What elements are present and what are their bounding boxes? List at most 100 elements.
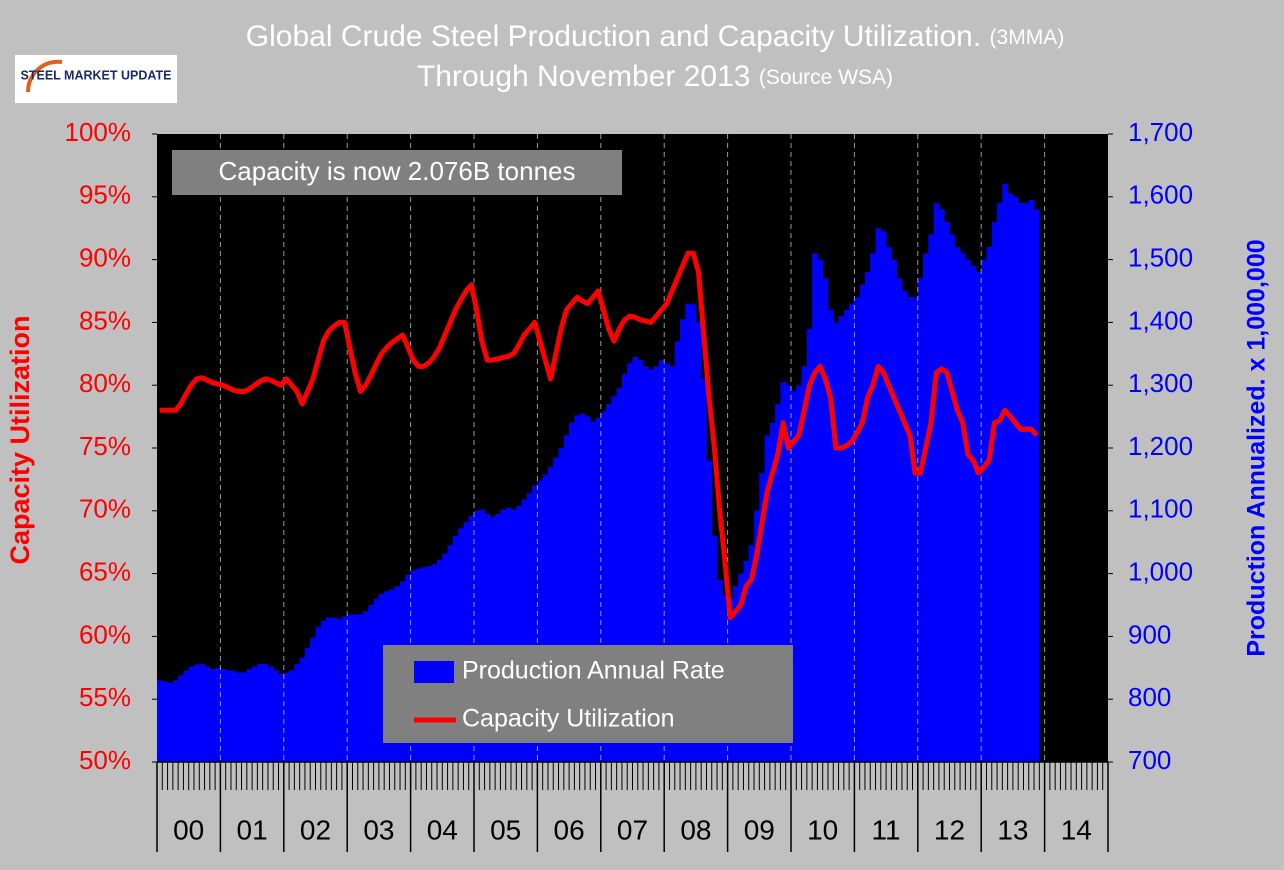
- bar: [822, 278, 829, 762]
- bar: [590, 421, 596, 762]
- title-main: Global Crude Steel Production and Capaci…: [246, 20, 981, 53]
- bar: [960, 253, 966, 762]
- bar: [611, 396, 618, 762]
- y-tick-label: 65%: [79, 556, 131, 586]
- bar: [944, 221, 950, 763]
- logo-text: STEEL MARKET UPDATE: [21, 68, 172, 82]
- bar: [532, 485, 538, 762]
- bar: [489, 517, 496, 762]
- bar: [796, 385, 802, 762]
- y2-tick-label: 1,400: [1128, 305, 1193, 335]
- bar: [706, 460, 713, 762]
- bar: [769, 422, 776, 762]
- y2-tick-label: 1,500: [1128, 242, 1193, 272]
- bar: [695, 322, 702, 762]
- legend-label: Capacity Utilization: [462, 705, 675, 733]
- bar: [357, 614, 364, 762]
- bar: [658, 360, 665, 762]
- bar: [875, 228, 882, 762]
- bar: [204, 666, 211, 762]
- bar: [273, 670, 279, 762]
- bar: [336, 618, 343, 762]
- bar: [267, 666, 274, 762]
- bar: [521, 499, 528, 762]
- bar: [162, 681, 168, 762]
- bar: [157, 680, 163, 762]
- bar: [970, 265, 977, 762]
- x-tick-label: 11: [872, 814, 901, 845]
- bar: [1002, 184, 1009, 763]
- bar: [664, 363, 670, 762]
- y-tick-label: 90%: [79, 242, 131, 272]
- bar: [933, 203, 940, 762]
- bar: [1023, 203, 1030, 762]
- y-tick-label: 50%: [79, 745, 131, 775]
- bar: [975, 272, 982, 762]
- x-tick-label: 01: [237, 814, 268, 845]
- bar: [643, 366, 649, 762]
- x-tick-label: 03: [363, 814, 394, 845]
- bar: [632, 356, 639, 762]
- bar: [595, 417, 602, 762]
- bar: [928, 234, 935, 763]
- bar: [981, 259, 987, 762]
- y-tick-label: 55%: [79, 682, 131, 712]
- bar: [373, 598, 380, 762]
- bar: [495, 513, 501, 762]
- bar: [1012, 196, 1019, 763]
- bar: [341, 616, 348, 762]
- bar: [463, 522, 470, 762]
- bar: [965, 259, 972, 762]
- bar: [1007, 193, 1014, 762]
- bar: [315, 626, 322, 762]
- bar: [500, 509, 507, 762]
- bar: [584, 416, 591, 762]
- y2-tick-label: 1,100: [1128, 494, 1193, 524]
- bar: [294, 664, 301, 762]
- bar: [352, 614, 359, 762]
- logo-box: [15, 55, 177, 103]
- bar: [674, 341, 681, 762]
- bar: [949, 234, 956, 763]
- y2-tick-label: 1,300: [1128, 368, 1193, 398]
- x-tick-label: 13: [997, 814, 1028, 845]
- bar: [553, 457, 559, 762]
- line: [159, 250, 1039, 621]
- bar: [997, 203, 1003, 762]
- bar: [516, 505, 522, 762]
- x-tick-label: 04: [427, 814, 458, 845]
- y-tick-label: 85%: [79, 305, 131, 335]
- bar: [199, 664, 205, 762]
- bar: [241, 672, 248, 762]
- bar: [764, 435, 771, 762]
- bar: [986, 247, 993, 763]
- bar: [299, 657, 306, 762]
- bar: [912, 297, 919, 762]
- bar: [817, 259, 824, 762]
- bar: [896, 278, 903, 762]
- bar: [252, 666, 258, 762]
- bar: [891, 259, 898, 762]
- y-tick-label: 60%: [79, 619, 131, 649]
- bar: [262, 664, 269, 762]
- bar: [558, 448, 565, 762]
- bar: [653, 366, 660, 762]
- x-tick-label: 08: [680, 814, 711, 845]
- bar: [864, 272, 871, 762]
- legend-label: Production Annual Rate: [462, 657, 725, 685]
- bar: [701, 378, 707, 762]
- bar: [827, 309, 834, 762]
- bar: [917, 278, 924, 762]
- bar: [833, 322, 839, 762]
- bar: [785, 385, 792, 762]
- y2-axis-title: Production Annualized. x 1,000,000: [1243, 239, 1271, 656]
- x-tick-label: 12: [934, 814, 965, 845]
- bar: [574, 415, 581, 762]
- bar: [236, 672, 242, 762]
- bar: [167, 682, 174, 762]
- y2-tick-label: 1,000: [1128, 556, 1193, 586]
- y-tick-label: 100%: [65, 117, 132, 147]
- bar: [278, 674, 285, 762]
- bar: [331, 617, 338, 762]
- y-tick-label: 95%: [79, 180, 131, 210]
